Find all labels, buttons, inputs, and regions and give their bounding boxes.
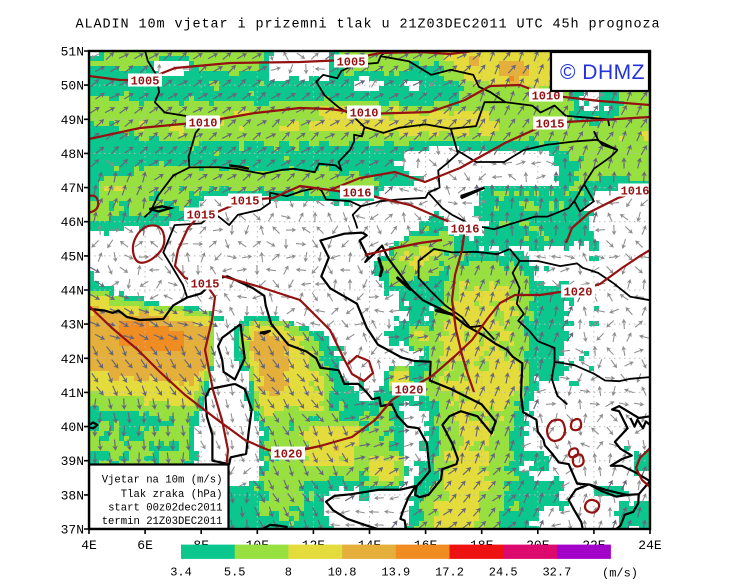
svg-text:39N: 39N xyxy=(61,454,84,469)
svg-text:(m/s): (m/s) xyxy=(602,567,638,581)
svg-text:47N: 47N xyxy=(61,181,84,196)
svg-text:termin 21Z03DEC2011: termin 21Z03DEC2011 xyxy=(102,516,223,528)
svg-text:45N: 45N xyxy=(61,249,84,264)
svg-text:1020: 1020 xyxy=(564,286,593,300)
svg-text:1016: 1016 xyxy=(343,187,372,201)
svg-text:43N: 43N xyxy=(61,318,84,333)
svg-text:1010: 1010 xyxy=(350,107,379,121)
svg-text:1015: 1015 xyxy=(191,278,220,292)
svg-text:41N: 41N xyxy=(61,386,84,401)
svg-text:1010: 1010 xyxy=(532,90,561,104)
svg-text:38N: 38N xyxy=(61,488,84,503)
svg-text:50N: 50N xyxy=(61,79,84,94)
svg-text:44N: 44N xyxy=(61,284,84,299)
svg-text:10.8: 10.8 xyxy=(328,566,357,580)
svg-text:40N: 40N xyxy=(61,420,84,435)
svg-text:ALADIN 10m vjetar i prizemni t: ALADIN 10m vjetar i prizemni tlak u 21Z0… xyxy=(75,18,660,33)
svg-text:17.2: 17.2 xyxy=(435,566,464,580)
svg-text:24E: 24E xyxy=(638,538,662,553)
svg-text:4E: 4E xyxy=(81,538,97,553)
svg-text:13.9: 13.9 xyxy=(381,566,410,580)
svg-text:24.5: 24.5 xyxy=(489,566,518,580)
svg-text:51N: 51N xyxy=(61,45,84,60)
svg-text:© DHMZ: © DHMZ xyxy=(560,61,645,84)
svg-text:3.4: 3.4 xyxy=(170,566,192,580)
svg-text:1005: 1005 xyxy=(337,56,366,70)
svg-text:5.5: 5.5 xyxy=(224,566,246,580)
svg-text:8: 8 xyxy=(285,566,292,580)
svg-text:1010: 1010 xyxy=(189,117,218,131)
svg-text:49N: 49N xyxy=(61,113,84,128)
svg-text:1015: 1015 xyxy=(231,195,260,209)
svg-text:32.7: 32.7 xyxy=(542,566,571,580)
svg-text:1015: 1015 xyxy=(536,118,565,132)
svg-text:46N: 46N xyxy=(61,215,84,230)
svg-text:42N: 42N xyxy=(61,352,84,367)
svg-text:1020: 1020 xyxy=(395,384,424,398)
svg-text:Vjetar na 10m (m/s): Vjetar na 10m (m/s) xyxy=(102,475,223,487)
svg-text:1005: 1005 xyxy=(131,75,160,89)
svg-text:1015: 1015 xyxy=(187,209,216,223)
svg-text:6E: 6E xyxy=(137,538,153,553)
svg-text:start 00z02dec2011: start 00z02dec2011 xyxy=(108,503,222,515)
svg-text:37N: 37N xyxy=(61,523,84,538)
svg-text:48N: 48N xyxy=(61,147,84,162)
svg-text:Tlak zraka (hPa): Tlak zraka (hPa) xyxy=(121,489,223,501)
svg-text:1016: 1016 xyxy=(621,185,650,199)
svg-text:1016: 1016 xyxy=(451,223,480,237)
svg-text:1020: 1020 xyxy=(274,448,303,462)
